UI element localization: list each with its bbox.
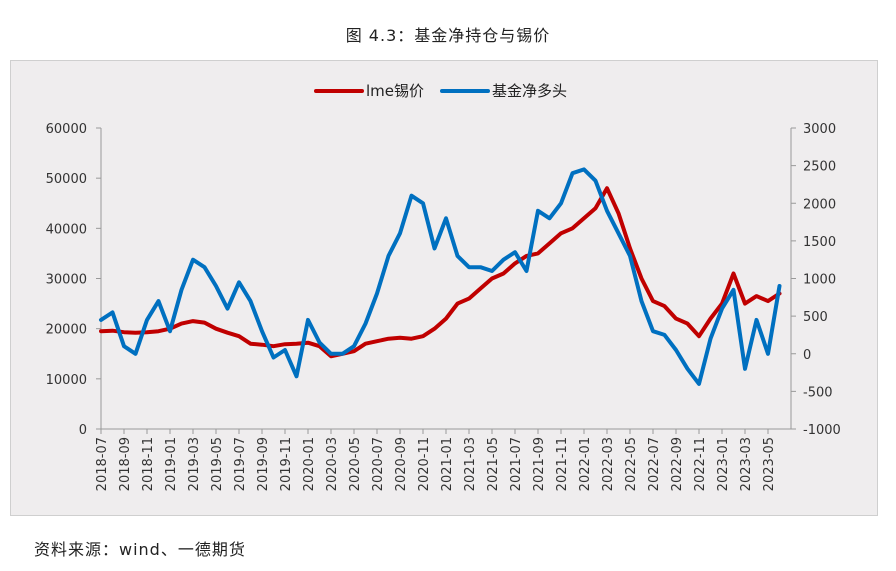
x-tick-label: 2020-05 <box>348 437 363 491</box>
right-tick-label: -500 <box>803 385 833 400</box>
right-tick-label: 3000 <box>803 122 836 137</box>
chart-legend: lme锡价 基金净多头 <box>314 82 567 100</box>
right-tick-label: 2500 <box>803 160 836 175</box>
x-tick-label: 2019-11 <box>279 437 294 491</box>
right-tick-label: 1000 <box>803 273 836 288</box>
x-tick-label: 2023-03 <box>739 437 754 491</box>
x-tick-label: 2021-07 <box>509 437 524 491</box>
x-tick-label: 2021-09 <box>532 437 547 491</box>
x-tick-label: 2022-09 <box>670 437 685 491</box>
chart-series <box>99 167 782 386</box>
x-tick-label: 2022-05 <box>624 437 639 491</box>
x-tick-label: 2021-11 <box>555 437 570 491</box>
right-tick-label: 2000 <box>803 197 836 212</box>
left-tick-label: 40000 <box>46 222 87 237</box>
legend-label-1: 基金净多头 <box>492 82 567 100</box>
x-tick-label: 2018-09 <box>118 437 133 491</box>
chart-area: lme锡价 基金净多头 0 10000 20000 30000 40000 50000 600… <box>10 60 878 516</box>
x-tick-label: 2021-05 <box>486 437 501 491</box>
series-line-1 <box>99 167 782 386</box>
x-tick-label: 2018-07 <box>95 437 110 491</box>
chart-axes: 0100002000030000400005000060000-1000-500… <box>46 122 841 491</box>
x-tick-label: 2019-05 <box>210 437 225 491</box>
left-tick-label: 50000 <box>46 172 87 187</box>
x-tick-label: 2022-01 <box>578 437 593 491</box>
x-tick-label: 2018-11 <box>141 437 156 491</box>
right-tick-label: 1500 <box>803 235 836 250</box>
left-tick-label: 10000 <box>46 373 87 388</box>
line-chart: lme锡价 基金净多头 01000020000300004000050000600… <box>46 82 841 491</box>
left-tick-label: 60000 <box>46 122 87 137</box>
x-tick-label: 2023-05 <box>762 437 777 491</box>
x-tick-label: 2020-03 <box>325 437 340 491</box>
left-tick-label: 0 <box>79 423 87 438</box>
chart-caption: 图 4.3：基金净持仓与锡价 <box>345 26 551 45</box>
x-tick-label: 2019-07 <box>233 437 248 491</box>
x-tick-label: 2019-03 <box>187 437 202 491</box>
source-note: 资料来源：wind、一德期货 <box>34 540 246 559</box>
x-tick-label: 2021-01 <box>440 437 455 491</box>
x-tick-label: 2022-11 <box>693 437 708 491</box>
right-tick-label: -1000 <box>803 423 841 438</box>
x-tick-label: 2020-01 <box>302 437 317 491</box>
x-tick-label: 2019-01 <box>164 437 179 491</box>
x-tick-label: 2021-03 <box>463 437 478 491</box>
x-tick-label: 2020-11 <box>417 437 432 491</box>
series-line-0 <box>99 186 782 359</box>
left-tick-label: 20000 <box>46 323 87 338</box>
legend-label-0: lme锡价 <box>366 82 424 100</box>
x-tick-label: 2022-07 <box>647 437 662 491</box>
x-tick-label: 2020-07 <box>371 437 386 491</box>
x-tick-label: 2022-03 <box>601 437 616 491</box>
x-tick-label: 2019-09 <box>256 437 271 491</box>
x-tick-label: 2023-01 <box>716 437 731 491</box>
right-tick-label: 500 <box>803 310 828 325</box>
left-tick-label: 30000 <box>46 273 87 288</box>
right-tick-label: 0 <box>803 348 811 363</box>
x-tick-label: 2020-09 <box>394 437 409 491</box>
